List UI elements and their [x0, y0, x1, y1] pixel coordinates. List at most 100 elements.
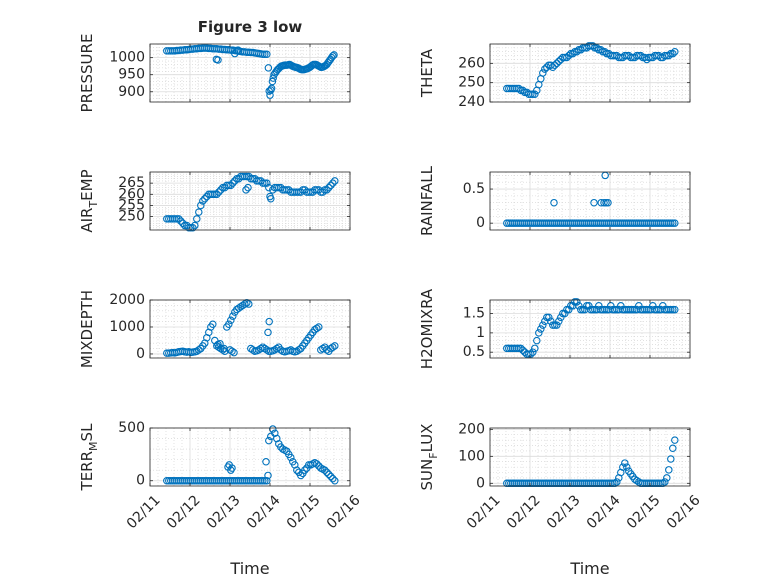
- series-markers: [163, 425, 339, 485]
- data-point: [659, 479, 667, 488]
- series-markers: [163, 298, 339, 357]
- data-point: [539, 69, 547, 77]
- data-point: [667, 219, 675, 227]
- data-point: [561, 309, 569, 318]
- data-point: [229, 179, 237, 187]
- data-point: [313, 460, 321, 468]
- data-point: [571, 298, 579, 306]
- y-tick-label: 1: [476, 325, 485, 341]
- data-point: [264, 64, 273, 72]
- data-point: [611, 479, 619, 488]
- data-point: [269, 425, 277, 433]
- data-point: [259, 179, 267, 187]
- data-point: [323, 346, 331, 354]
- data-point: [261, 179, 269, 187]
- data-point: [177, 217, 185, 225]
- data-point: [259, 476, 267, 485]
- data-point: [629, 305, 637, 314]
- data-point: [607, 302, 615, 310]
- data-point: [579, 305, 587, 314]
- data-point: [611, 305, 619, 314]
- data-point: [531, 90, 539, 99]
- data-point: [195, 346, 203, 354]
- data-point: [649, 302, 657, 310]
- data-point: [565, 305, 573, 314]
- axes-box: [489, 427, 691, 487]
- data-point: [671, 47, 679, 56]
- data-point: [590, 198, 598, 207]
- data-point: [585, 302, 593, 310]
- data-point: [241, 300, 249, 308]
- data-point: [593, 44, 601, 52]
- data-point: [195, 208, 203, 216]
- y-tick-label: 1.5: [463, 306, 485, 322]
- data-point: [519, 346, 527, 355]
- axes-theta: 240 250 260 THETA: [418, 42, 691, 110]
- data-point: [227, 181, 235, 190]
- data-point: [263, 179, 271, 187]
- y-tick-label: 0: [476, 215, 485, 231]
- data-point: [659, 302, 667, 310]
- y-tick-label: 900: [118, 84, 145, 100]
- y-axis-label: AIRTEMP: [78, 169, 100, 232]
- x-tick-label: 02/12: [504, 492, 544, 532]
- data-point: [211, 190, 219, 199]
- data-point: [657, 479, 665, 488]
- data-point: [264, 328, 272, 337]
- data-point: [661, 478, 669, 486]
- data-point: [265, 436, 273, 445]
- data-point: [245, 300, 253, 308]
- data-point: [555, 317, 563, 326]
- data-point: [327, 472, 335, 481]
- data-point: [329, 179, 337, 187]
- data-point: [216, 339, 224, 348]
- y-tick-label: 2000: [109, 292, 145, 308]
- data-point: [230, 348, 238, 357]
- y-tick-label: 0.5: [463, 344, 485, 360]
- data-point: [669, 444, 677, 452]
- data-point: [665, 466, 673, 474]
- data-point: [565, 51, 573, 60]
- y-axis-label: H2OMIXRA: [418, 288, 436, 369]
- data-point: [263, 476, 271, 485]
- data-point: [295, 346, 303, 354]
- data-point: [287, 453, 295, 462]
- y-axis-label: PRESSURE: [78, 34, 96, 113]
- x-tick-label: 02/16: [324, 492, 364, 532]
- data-point: [545, 313, 553, 322]
- data-point: [517, 344, 525, 353]
- data-point: [244, 183, 252, 192]
- data-point: [325, 183, 333, 192]
- axes-box: [149, 427, 351, 487]
- data-point: [264, 471, 272, 480]
- data-point: [555, 57, 563, 66]
- y-tick-label: 255: [118, 197, 145, 213]
- data-point: [234, 46, 242, 54]
- data-point: [551, 61, 559, 70]
- data-point: [321, 186, 329, 194]
- data-point: [213, 190, 221, 199]
- y-axis-label: SUNFLUX: [418, 424, 440, 491]
- y-tick-label: 1000: [109, 319, 145, 335]
- axes-sun-flux: 0 100 200 02/11 02/12 02/13 02/14 02/15 02/16 Tim…: [418, 421, 704, 578]
- data-point: [541, 65, 549, 73]
- axes-background: [490, 428, 690, 486]
- data-point: [595, 302, 603, 310]
- data-point: [175, 215, 183, 223]
- figure-title: Figure 3 low: [198, 18, 303, 36]
- y-axis-label: RAINFALL: [418, 165, 436, 236]
- y-tick-label: 0: [476, 475, 485, 491]
- y-tick-label: 0.5: [463, 181, 485, 197]
- data-point: [319, 344, 327, 353]
- data-point: [569, 49, 577, 58]
- data-point: [623, 463, 631, 471]
- data-point: [313, 324, 321, 333]
- data-point: [549, 321, 557, 329]
- x-tick-label: 02/14: [584, 492, 624, 532]
- data-point: [551, 321, 559, 329]
- data-point: [519, 86, 527, 95]
- series-markers: [163, 172, 339, 232]
